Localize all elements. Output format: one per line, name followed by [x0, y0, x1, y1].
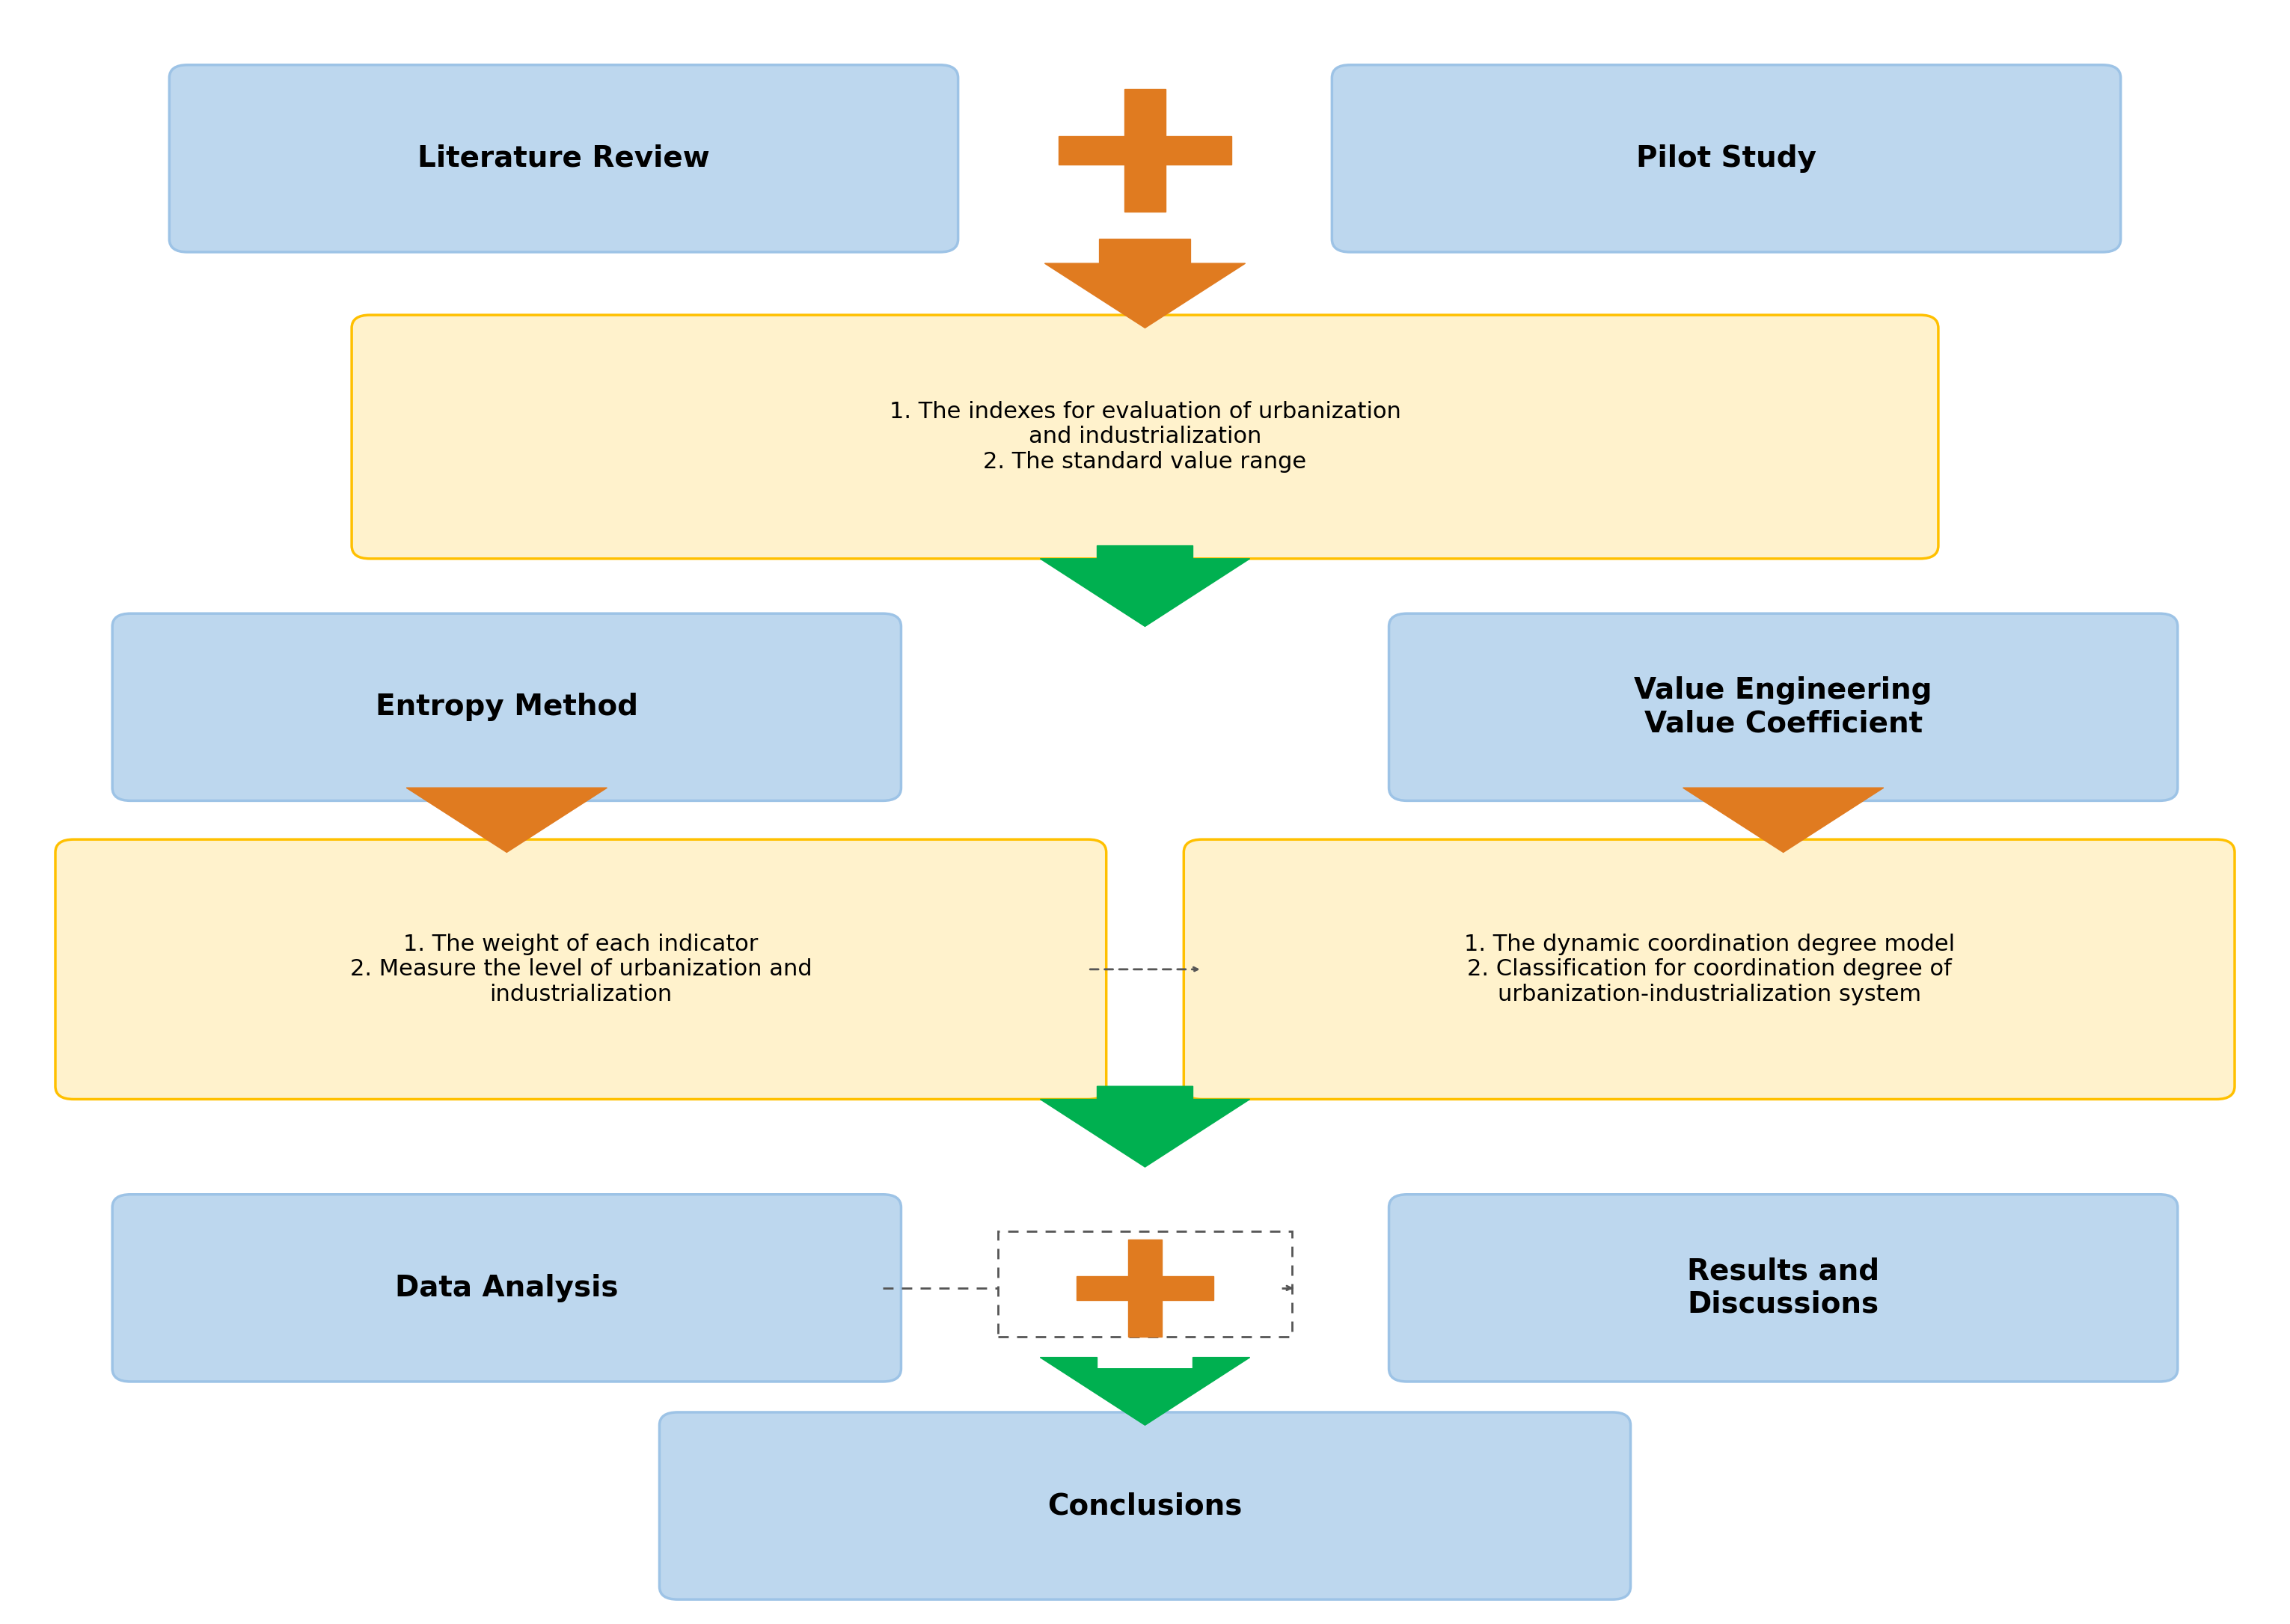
FancyBboxPatch shape: [660, 1413, 1630, 1600]
FancyArrow shape: [1044, 239, 1246, 328]
FancyBboxPatch shape: [169, 65, 957, 252]
FancyBboxPatch shape: [112, 614, 900, 801]
FancyBboxPatch shape: [353, 315, 1937, 559]
Text: 1. The indexes for evaluation of urbanization
and industrialization
2. The stand: 1. The indexes for evaluation of urbaniz…: [889, 401, 1401, 473]
Text: Literature Review: Literature Review: [417, 145, 710, 172]
Text: Data Analysis: Data Analysis: [396, 1273, 618, 1302]
FancyArrow shape: [1040, 546, 1250, 627]
FancyBboxPatch shape: [1184, 840, 2235, 1099]
Polygon shape: [1058, 89, 1232, 211]
Text: 1. The dynamic coordination degree model
2. Classification for coordination degr: 1. The dynamic coordination degree model…: [1463, 934, 1956, 1005]
Text: Conclusions: Conclusions: [1047, 1491, 1243, 1520]
Text: Results and
Discussions: Results and Discussions: [1688, 1257, 1880, 1319]
Text: 1. The weight of each indicator
2. Measure the level of urbanization and
industr: 1. The weight of each indicator 2. Measu…: [350, 934, 813, 1005]
FancyBboxPatch shape: [55, 840, 1106, 1099]
FancyArrow shape: [1040, 1086, 1250, 1168]
FancyBboxPatch shape: [1390, 614, 2178, 801]
FancyBboxPatch shape: [112, 1194, 900, 1382]
FancyArrow shape: [1683, 788, 1885, 853]
Text: Pilot Study: Pilot Study: [1635, 145, 1816, 172]
Polygon shape: [1076, 1239, 1214, 1337]
FancyArrow shape: [1040, 1358, 1250, 1426]
Text: Entropy Method: Entropy Method: [376, 693, 639, 721]
FancyBboxPatch shape: [1390, 1194, 2178, 1382]
FancyArrow shape: [405, 788, 607, 853]
FancyBboxPatch shape: [1333, 65, 2121, 252]
Text: Value Engineering
Value Coefficient: Value Engineering Value Coefficient: [1635, 677, 1933, 737]
